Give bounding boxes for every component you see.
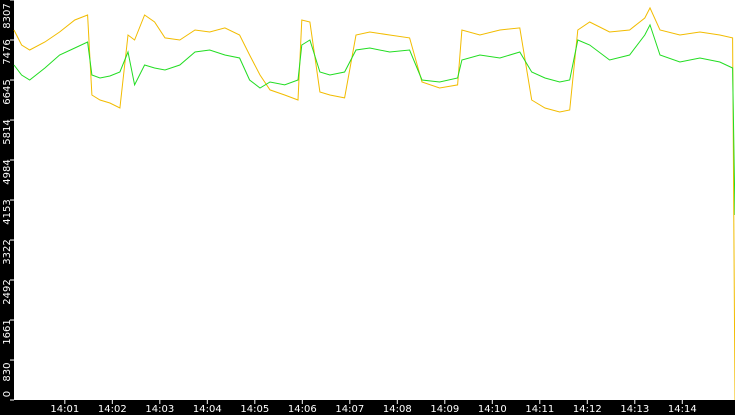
series-line	[13, 23, 735, 216]
x-tick-label: 14:11	[525, 404, 554, 415]
x-tick-label: 14:09	[430, 404, 459, 415]
y-tick-label: 3322	[2, 239, 13, 264]
y-tick-label: 0	[2, 391, 13, 397]
y-tick-label: 1661	[2, 319, 13, 344]
x-tick-label: 14:12	[573, 404, 602, 415]
y-tick-label: 5814	[2, 119, 13, 144]
x-tick-label: 14:06	[288, 404, 317, 415]
y-tick-label: 4153	[2, 199, 13, 224]
x-tick-label: 14:05	[240, 404, 269, 415]
series-line	[13, 6, 735, 401]
x-tick-label: 14:01	[50, 404, 79, 415]
x-tick-label: 14:07	[335, 404, 364, 415]
y-tick-label: 7476	[2, 39, 13, 64]
y-tick-label: 830	[2, 362, 13, 381]
y-tick-label: 2492	[2, 279, 13, 304]
x-tick-label: 14:10	[478, 404, 507, 415]
x-axis-strip	[0, 400, 735, 415]
y-tick-label: 6645	[2, 79, 13, 104]
x-tick-label: 14:04	[193, 404, 222, 415]
y-axis-strip	[0, 0, 14, 415]
y-tick-label: 4984	[2, 159, 13, 184]
x-tick-label: 14:14	[668, 404, 697, 415]
y-tick-label: 8307	[2, 3, 13, 28]
x-tick-label: 14:08	[383, 404, 412, 415]
x-tick-label: 14:13	[620, 404, 649, 415]
x-tick-label: 14:02	[98, 404, 127, 415]
x-tick-label: 14:03	[145, 404, 174, 415]
